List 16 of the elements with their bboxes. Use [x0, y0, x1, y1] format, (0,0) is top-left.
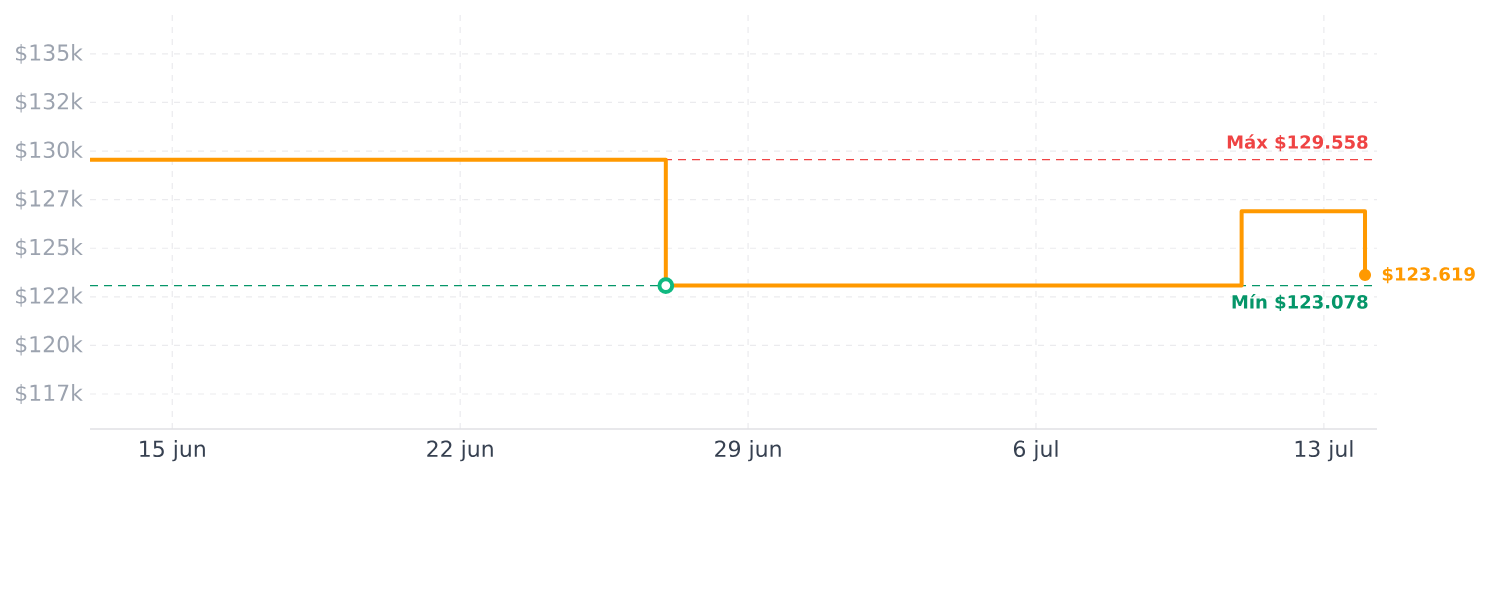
y-tick-label: $130k: [16, 141, 83, 162]
ref-line-label: Máx $129.558: [1227, 134, 1368, 152]
x-tick-label: 6 jul: [1013, 440, 1058, 462]
ref-line-label: Mín $123.078: [1232, 294, 1368, 312]
y-tick-label: $135k: [16, 43, 83, 64]
x-tick-label: 15 jun: [140, 440, 205, 462]
x-tick-label: 22 jun: [427, 440, 493, 462]
x-tick-label: 13 jul: [1295, 440, 1353, 462]
y-tick-label: $132k: [16, 92, 83, 113]
y-tick-label: $120k: [16, 335, 83, 356]
y-tick-label: $117k: [16, 384, 83, 404]
y-tick-label: $122k: [16, 286, 83, 307]
y-tick-label: $125k: [16, 238, 83, 259]
annotation: $123.619: [1382, 266, 1475, 284]
y-tick-label: $127k: [16, 189, 83, 210]
x-tick-label: 29 jun: [715, 440, 781, 462]
